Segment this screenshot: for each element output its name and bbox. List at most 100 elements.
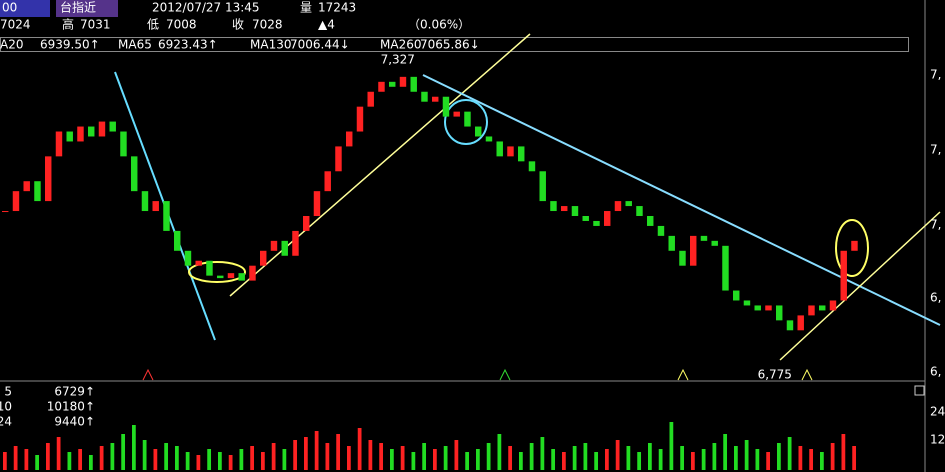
volume-bar bbox=[465, 452, 470, 470]
volume-bar bbox=[648, 443, 652, 470]
volume-bar bbox=[379, 443, 384, 470]
volume-bar bbox=[24, 449, 29, 470]
close-icon[interactable] bbox=[914, 385, 925, 396]
candle bbox=[2, 211, 9, 213]
volume-bar bbox=[497, 434, 502, 470]
marker bbox=[142, 368, 154, 381]
volume-bar bbox=[35, 455, 40, 470]
candle bbox=[625, 201, 632, 207]
trend-line bbox=[422, 74, 941, 326]
volume-bar bbox=[540, 437, 545, 470]
candle bbox=[163, 201, 170, 231]
candle bbox=[184, 250, 192, 266]
volume-bar bbox=[293, 440, 298, 470]
volume-bar bbox=[207, 449, 212, 470]
volume-bar bbox=[164, 443, 169, 470]
candle bbox=[55, 131, 63, 157]
candle bbox=[12, 191, 20, 212]
candle bbox=[829, 300, 837, 311]
high: 7031 bbox=[80, 18, 111, 32]
close: 7028 bbox=[252, 18, 283, 32]
volume-bar bbox=[13, 446, 18, 470]
candle bbox=[303, 216, 310, 231]
ma-box bbox=[0, 37, 909, 52]
volume-bar bbox=[691, 452, 695, 470]
volume-bar bbox=[347, 446, 351, 470]
candle bbox=[668, 235, 675, 251]
candle bbox=[647, 216, 654, 226]
highlight bbox=[835, 219, 869, 277]
volume-bar bbox=[734, 446, 738, 470]
candle bbox=[700, 235, 708, 241]
volume-bar bbox=[669, 422, 674, 470]
trend-line bbox=[229, 33, 531, 297]
volume-bar bbox=[809, 449, 814, 470]
code: 00 bbox=[2, 1, 17, 15]
candle bbox=[152, 201, 159, 212]
candle bbox=[141, 191, 149, 212]
volume-label: 量 bbox=[300, 1, 312, 15]
candle bbox=[582, 216, 589, 221]
volume-bar bbox=[282, 449, 287, 470]
volume-bar bbox=[841, 434, 846, 470]
volume-bar bbox=[422, 443, 427, 470]
volume: 17243 bbox=[318, 1, 356, 15]
ma-name: A20 bbox=[0, 38, 23, 52]
volume-bar bbox=[325, 443, 330, 470]
volume-bar bbox=[175, 446, 179, 470]
low: 7008 bbox=[166, 18, 197, 32]
volume-bar bbox=[486, 443, 491, 470]
volume-bar bbox=[519, 452, 523, 470]
volume-bar bbox=[594, 452, 599, 470]
volume-bar bbox=[196, 455, 201, 470]
volume-bar bbox=[583, 443, 588, 470]
volume-bar bbox=[132, 425, 136, 470]
candle bbox=[367, 91, 374, 107]
candle bbox=[690, 235, 697, 266]
change-pct: （0.06%） bbox=[408, 18, 470, 32]
candle bbox=[335, 146, 342, 172]
vol-tick-label: 12 bbox=[930, 433, 945, 447]
volume-bar bbox=[304, 437, 308, 470]
annotation: 6,775 bbox=[758, 368, 792, 382]
candle bbox=[34, 181, 41, 202]
candle bbox=[786, 320, 794, 331]
vol-ma-name: 10 bbox=[0, 400, 12, 414]
candle bbox=[765, 305, 772, 311]
candle bbox=[614, 201, 622, 212]
candle bbox=[507, 146, 514, 157]
volume-bar bbox=[121, 434, 126, 470]
candle bbox=[346, 131, 353, 147]
volume-bar bbox=[411, 452, 416, 470]
candle bbox=[722, 245, 729, 291]
candle bbox=[743, 300, 751, 306]
last: 7024 bbox=[0, 18, 31, 32]
volume-bar bbox=[562, 452, 566, 470]
volume-bar bbox=[336, 434, 341, 470]
volume-bar bbox=[852, 446, 857, 470]
volume-bar bbox=[777, 443, 781, 470]
candle bbox=[776, 305, 783, 321]
volume-bar bbox=[433, 449, 437, 470]
candle bbox=[131, 156, 138, 192]
volume-bar bbox=[142, 440, 147, 470]
volume-bar bbox=[787, 437, 792, 470]
volume-bar bbox=[185, 452, 190, 470]
volume-bar bbox=[712, 443, 717, 470]
volume-bar bbox=[605, 449, 609, 470]
volume-bar bbox=[89, 455, 93, 470]
y-tick-label: 6, bbox=[930, 291, 941, 305]
volume-bar bbox=[228, 455, 233, 470]
candle bbox=[636, 206, 643, 216]
candle bbox=[66, 131, 73, 142]
candle bbox=[260, 250, 267, 266]
y-tick-label: 6, bbox=[930, 365, 941, 379]
y-tick-label: 7, bbox=[930, 143, 941, 157]
volume-bar bbox=[110, 443, 115, 470]
candle bbox=[561, 206, 568, 212]
candle bbox=[840, 250, 847, 301]
volume-bar bbox=[529, 443, 534, 470]
trend-line bbox=[779, 211, 941, 361]
candle bbox=[851, 240, 858, 251]
